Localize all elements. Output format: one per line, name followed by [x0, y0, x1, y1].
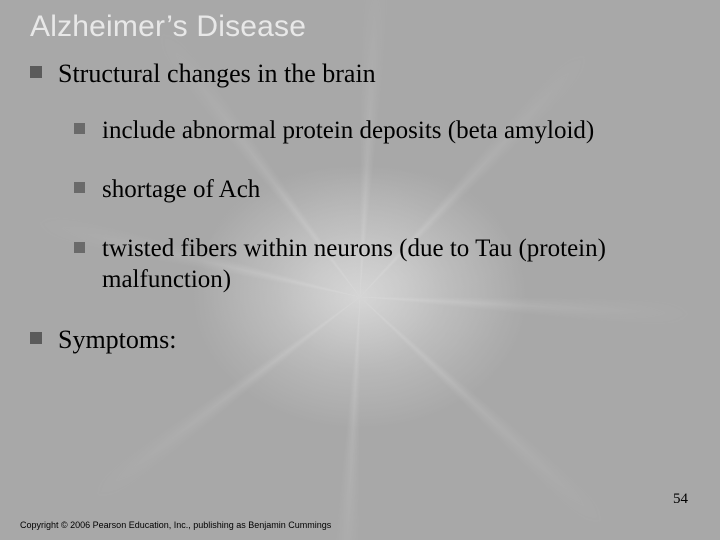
bullet-list: Structural changes in the brain include …: [30, 58, 690, 356]
square-bullet-icon: [30, 66, 42, 78]
list-item: include abnormal protein deposits (beta …: [74, 115, 690, 146]
slide-title: Alzheimer’s Disease: [30, 10, 690, 44]
copyright-line: Copyright © 2006 Pearson Education, Inc.…: [20, 520, 331, 530]
square-bullet-icon: [74, 123, 85, 134]
slide-content: Alzheimer’s Disease Structural changes i…: [0, 0, 720, 540]
bullet-text: shortage of Ach: [102, 176, 260, 203]
bullet-text: include abnormal protein deposits (beta …: [102, 117, 594, 144]
bullet-text: Structural changes in the brain: [58, 59, 376, 88]
page-number: 54: [673, 491, 688, 508]
square-bullet-icon: [74, 182, 85, 193]
list-item: shortage of Ach: [74, 174, 690, 205]
bullet-text: twisted fibers within neurons (due to Ta…: [102, 235, 606, 293]
square-bullet-icon: [30, 332, 42, 344]
square-bullet-icon: [74, 242, 85, 253]
bullet-text: Symptoms:: [58, 325, 176, 354]
list-item: Structural changes in the brain: [30, 58, 690, 91]
list-item: Symptoms:: [30, 324, 690, 357]
list-item: twisted fibers within neurons (due to Ta…: [74, 233, 690, 296]
